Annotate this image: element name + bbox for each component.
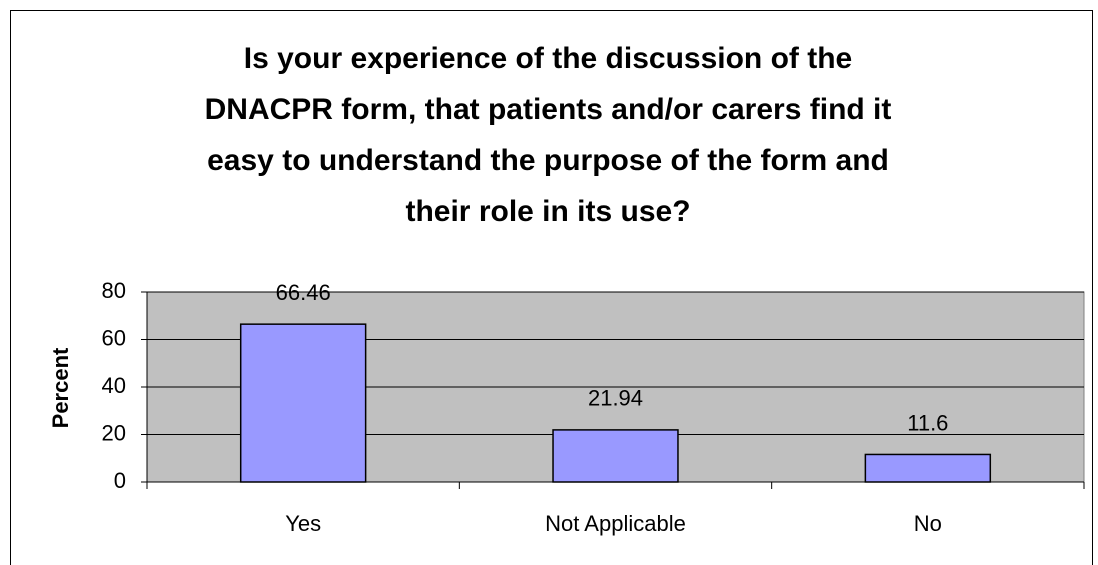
- x-tick-label: Not Applicable: [545, 511, 686, 536]
- y-tick-label: 60: [102, 325, 126, 350]
- data-label: 66.46: [276, 280, 331, 305]
- y-tick-label: 0: [114, 468, 126, 493]
- bar: [239, 323, 367, 483]
- chart-title: DNACPR form, that patients and/or carers…: [205, 93, 892, 126]
- chart-title: their role in its use?: [405, 195, 690, 228]
- y-axis-label: Percent: [48, 347, 73, 428]
- y-tick-label: 20: [102, 420, 126, 445]
- chart-title: Is your experience of the discussion of …: [244, 42, 852, 75]
- x-tick-label: No: [914, 511, 942, 536]
- data-label: 21.94: [588, 386, 643, 411]
- data-label: 11.6: [907, 410, 948, 435]
- bar: [552, 429, 679, 483]
- y-tick-label: 40: [102, 373, 126, 398]
- y-tick-label: 80: [102, 278, 126, 303]
- bar: [864, 453, 992, 483]
- x-tick-label: Yes: [285, 511, 321, 536]
- chart-title: easy to understand the purpose of the fo…: [207, 144, 889, 177]
